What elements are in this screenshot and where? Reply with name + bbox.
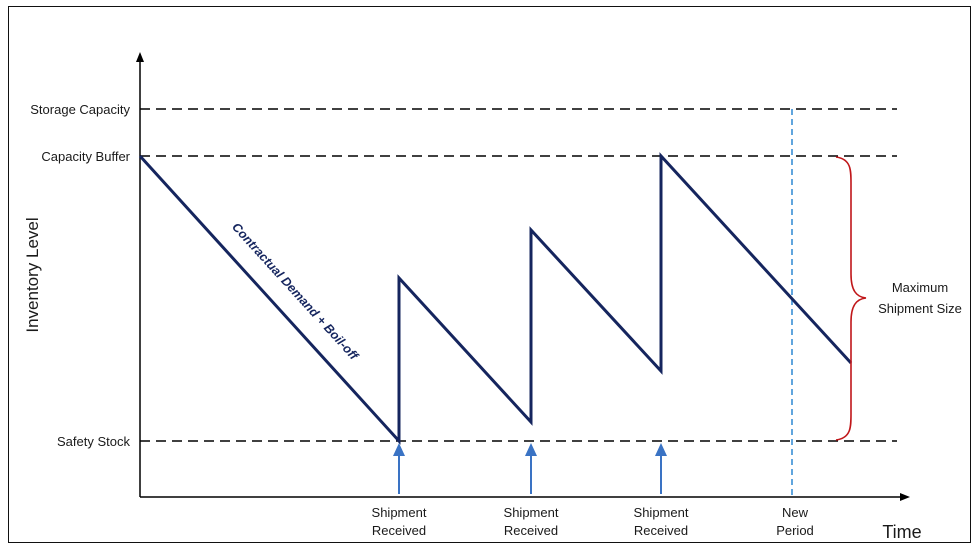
storage-capacity-label: Storage Capacity — [30, 102, 130, 117]
shipment-label-line2: Received — [504, 523, 558, 538]
capacity-buffer-label: Capacity Buffer — [41, 149, 130, 164]
diagram-frame — [8, 6, 971, 543]
new-period-label-line2: Period — [776, 523, 814, 538]
shipment-arrow — [525, 443, 537, 494]
shipment-label-line1: Shipment — [634, 505, 689, 520]
max-shipment-label-line1: Maximum — [892, 280, 948, 295]
y-axis-label: Inventory Level — [23, 217, 42, 332]
demand-label: Contractual Demand + Boil-off — [229, 220, 362, 364]
max-shipment-label-line2: Shipment Size — [878, 301, 962, 316]
shipment-arrow — [655, 443, 667, 494]
inventory-level-line — [138, 152, 853, 445]
shipment-arrow — [393, 443, 405, 494]
new-period-label-line1: New — [782, 505, 809, 520]
shipment-label-line2: Received — [372, 523, 426, 538]
x-axis-arrowhead — [900, 493, 910, 501]
shipment-label-line1: Shipment — [372, 505, 427, 520]
shipment-label-line2: Received — [634, 523, 688, 538]
x-axis-label: Time — [882, 522, 921, 542]
shipment-label-line1: Shipment — [504, 505, 559, 520]
max-shipment-brace — [835, 156, 867, 441]
safety-stock-label: Safety Stock — [57, 434, 130, 449]
y-axis-arrowhead — [136, 52, 144, 62]
